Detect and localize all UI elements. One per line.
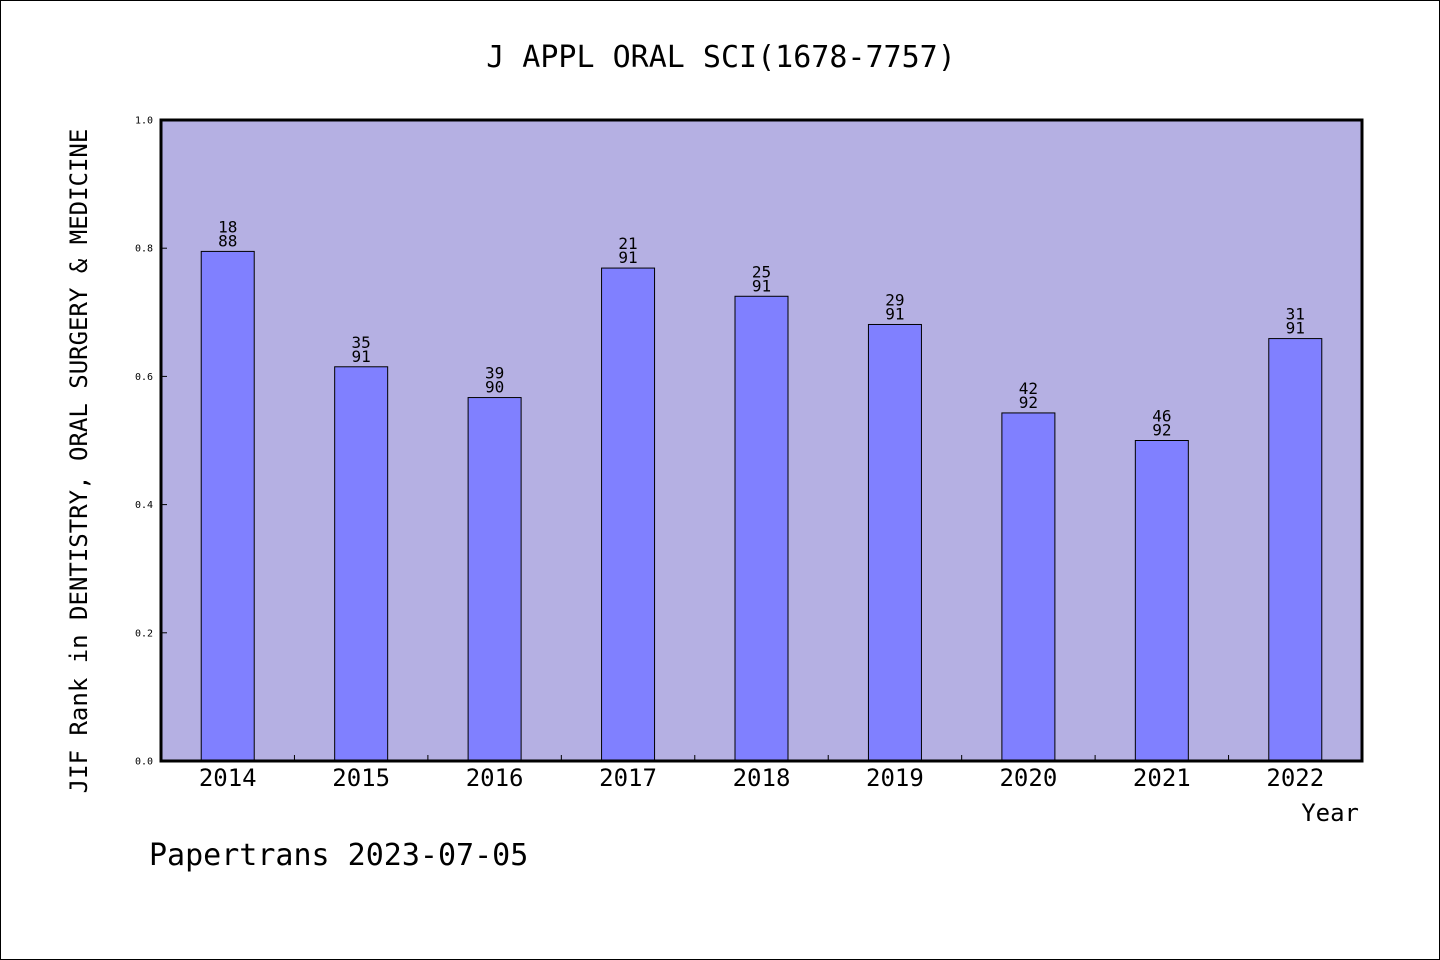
y-tick-label-0.0: 0.0: [135, 757, 153, 768]
bar-2020: [1001, 412, 1056, 762]
x-tick-label-2021: 2021: [1133, 764, 1191, 792]
axes-group: 2014 2015 2016 2017 2018 2019 2020 2021 2022 0.0 0…: [135, 116, 1364, 792]
data-label-rank-2018: 25: [752, 262, 771, 281]
data-label-total-2019: 91: [885, 304, 904, 323]
x-tick-label-2022: 2022: [1266, 764, 1324, 792]
plot-frame: [159, 118, 1364, 763]
chart-title: J APPL ORAL SCI(1678-7757): [486, 40, 956, 75]
x-tick-label-2014: 2014: [199, 764, 257, 792]
data-label-rank-2015: 35: [352, 333, 371, 352]
x-tick-label-2016: 2016: [466, 764, 524, 792]
data-label-rank-2021: 46: [1152, 407, 1171, 426]
x-tick-label-2019: 2019: [866, 764, 924, 792]
footer-text: Papertrans 2023-07-05: [149, 838, 528, 873]
data-label-total-2014: 88: [218, 231, 237, 250]
data-label-rank-2017: 21: [618, 234, 637, 253]
data-label-total-2016: 90: [485, 378, 504, 397]
bar-2019: [867, 323, 922, 762]
data-label-total-2015: 91: [352, 347, 371, 366]
data-label-rank-2020: 42: [1019, 379, 1038, 398]
y-tick-label-1.0: 1.0: [135, 116, 153, 127]
data-label-total-2018: 91: [752, 276, 771, 295]
data-label-total-2017: 91: [618, 248, 637, 267]
bar-2014: [200, 250, 255, 762]
data-label-total-2022: 91: [1286, 319, 1305, 338]
data-label-total-2020: 92: [1019, 393, 1038, 412]
y-tick-label-0.4: 0.4: [135, 500, 153, 511]
x-axis-label: Year: [1301, 799, 1359, 827]
x-tick-label-2018: 2018: [733, 764, 791, 792]
bar-2022: [1268, 338, 1323, 762]
bar-2018: [734, 295, 789, 762]
x-tick-label-2015: 2015: [332, 764, 390, 792]
y-axis-label: JIF Rank in DENTISTRY, ORAL SURGERY & ME…: [65, 129, 93, 794]
bar-2015: [334, 366, 389, 762]
y-tick-label-0.2: 0.2: [135, 628, 153, 639]
y-tick-label-0.6: 0.6: [135, 372, 153, 383]
data-label-rank-2019: 29: [885, 290, 904, 309]
y-tick-label-0.8: 0.8: [135, 244, 153, 255]
bar-2021: [1134, 440, 1189, 762]
bar-2016: [467, 397, 522, 762]
data-label-total-2021: 92: [1152, 421, 1171, 440]
data-label-rank-2016: 39: [485, 364, 504, 383]
data-label-rank-2014: 18: [218, 217, 237, 236]
bars-group: [200, 250, 1323, 762]
data-label-rank-2022: 31: [1286, 305, 1305, 324]
x-tick-label-2020: 2020: [999, 764, 1057, 792]
x-tick-label-2017: 2017: [599, 764, 657, 792]
bar-2017: [601, 267, 656, 762]
